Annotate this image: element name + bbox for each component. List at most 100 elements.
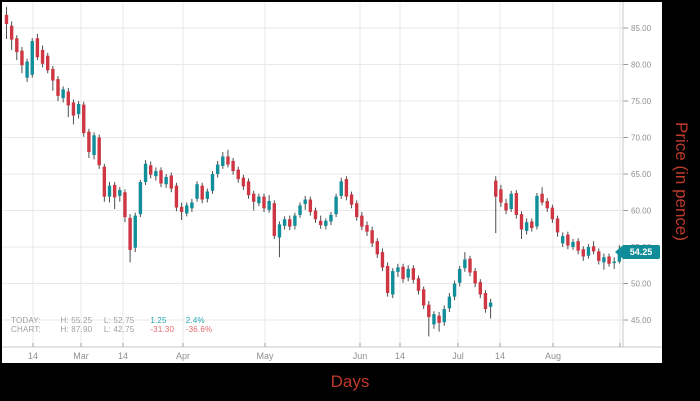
today-change-pct: 2.4%: [185, 316, 205, 325]
candle-body-up: [154, 171, 158, 177]
candle-body-down: [200, 185, 204, 200]
candle-body-down: [241, 177, 246, 187]
candle-body-down: [504, 203, 508, 211]
candle-body-up: [143, 163, 148, 183]
candle-body-down: [473, 271, 477, 284]
x-tick-label: Mar: [73, 351, 89, 361]
candle-body-down: [380, 252, 385, 268]
candle-body-down: [149, 165, 153, 175]
candle-body-down: [597, 251, 601, 261]
candle-body-down: [40, 49, 45, 64]
candle-body-up: [92, 135, 96, 156]
candle-body-up: [334, 196, 338, 215]
x-tick-label: Aug: [545, 351, 561, 361]
candle-body-up: [324, 220, 328, 226]
candle-body-down: [82, 104, 86, 134]
candle-body-up: [452, 283, 457, 297]
candle-body-up: [303, 199, 307, 204]
x-tick-label: 14: [395, 351, 405, 361]
candle-body-down: [355, 203, 359, 218]
candle-body-down: [87, 131, 91, 153]
candle-body-up: [602, 257, 606, 263]
candle-body-down: [360, 215, 364, 227]
candle-body-down: [112, 184, 117, 198]
candle-body-down: [607, 256, 611, 264]
candle-body-down: [308, 199, 313, 212]
y-tick-label: 70.00: [631, 134, 652, 143]
candle-body-up: [447, 296, 452, 309]
candle-body-down: [252, 193, 256, 202]
candle-body-down: [401, 266, 405, 280]
candle-body-down: [97, 137, 101, 166]
candle-body-down: [272, 203, 276, 237]
candle-body-up: [463, 259, 467, 269]
candle-body-down: [246, 181, 251, 196]
candle-body-down: [411, 268, 416, 280]
candle-body-up: [133, 215, 137, 248]
candle-body-up: [118, 190, 122, 196]
candle-body-down: [421, 289, 426, 306]
candle-body-down: [128, 217, 132, 250]
candle-body-down: [51, 68, 55, 81]
last-price-badge: 54.25: [615, 245, 660, 259]
candle-body-up: [298, 205, 302, 215]
chart-low: L: 42.75: [103, 325, 135, 334]
x-tick-label: Apr: [176, 351, 190, 361]
candle-body-down: [4, 14, 9, 24]
candle-body-up: [210, 174, 215, 191]
candle-body-down: [169, 175, 173, 189]
candle-body-down: [416, 278, 421, 291]
candle-body-down: [375, 241, 379, 255]
y-tick-label: 85.00: [631, 24, 652, 33]
candle-body-up: [221, 156, 225, 166]
candle-body-up: [396, 267, 400, 272]
candle-body-up: [391, 271, 395, 295]
x-tick-label: Jun: [353, 351, 368, 361]
candle-body-up: [267, 201, 271, 210]
candle-body-up: [329, 214, 333, 222]
x-axis-title: Days: [330, 372, 370, 391]
today-low: L: 52.75: [103, 316, 135, 325]
candle-body-up: [190, 202, 194, 209]
candle-body-down: [514, 192, 519, 215]
candle-body-up: [277, 224, 282, 238]
candle-body-down: [179, 206, 184, 212]
candle-body-down: [159, 170, 163, 184]
candle-body-up: [185, 205, 189, 214]
candle-body-down: [349, 194, 354, 205]
x-tick-label: 14: [28, 351, 38, 361]
x-tick-label: 14: [495, 351, 505, 361]
candle-body-down: [530, 221, 534, 229]
candlestick-chart: 85.0080.0075.0070.0065.0060.0055.0050.00…: [2, 2, 662, 361]
candle-body-down: [15, 38, 19, 53]
candle-body-up: [30, 41, 34, 75]
candle-body-down: [288, 219, 292, 227]
candle-body-down: [427, 304, 431, 318]
x-tick-label: May: [256, 351, 274, 361]
chart-high: H: 87.90: [60, 325, 93, 334]
today-high: H: 55.25: [60, 316, 93, 325]
candle-body-down: [385, 265, 390, 293]
candle-body-down: [566, 234, 570, 246]
candle-body-up: [138, 182, 143, 215]
chart-change: -31.30: [150, 325, 175, 334]
candle-body-up: [406, 268, 410, 278]
today-change: 1.25: [150, 316, 167, 325]
plot-area: 85.0080.0075.0070.0065.0060.0055.0050.00…: [2, 2, 662, 363]
candle-body-down: [20, 50, 24, 66]
candle-body-down: [262, 196, 266, 209]
candle-body-up: [524, 222, 529, 231]
candle-body-up: [561, 236, 565, 244]
x-tick-label: Jul: [452, 351, 464, 361]
candle-body-down: [519, 214, 524, 230]
candle-body-up: [571, 241, 575, 247]
candle-body-down: [56, 79, 60, 96]
y-axis-title: Price (in pence): [672, 121, 691, 242]
y-tick-label: 65.00: [631, 170, 652, 179]
candle-body-up: [76, 103, 81, 115]
candle-body-down: [123, 192, 127, 218]
candle-body-up: [195, 184, 199, 199]
candle-body-down: [540, 193, 544, 203]
y-tick-label: 50.00: [631, 280, 652, 289]
